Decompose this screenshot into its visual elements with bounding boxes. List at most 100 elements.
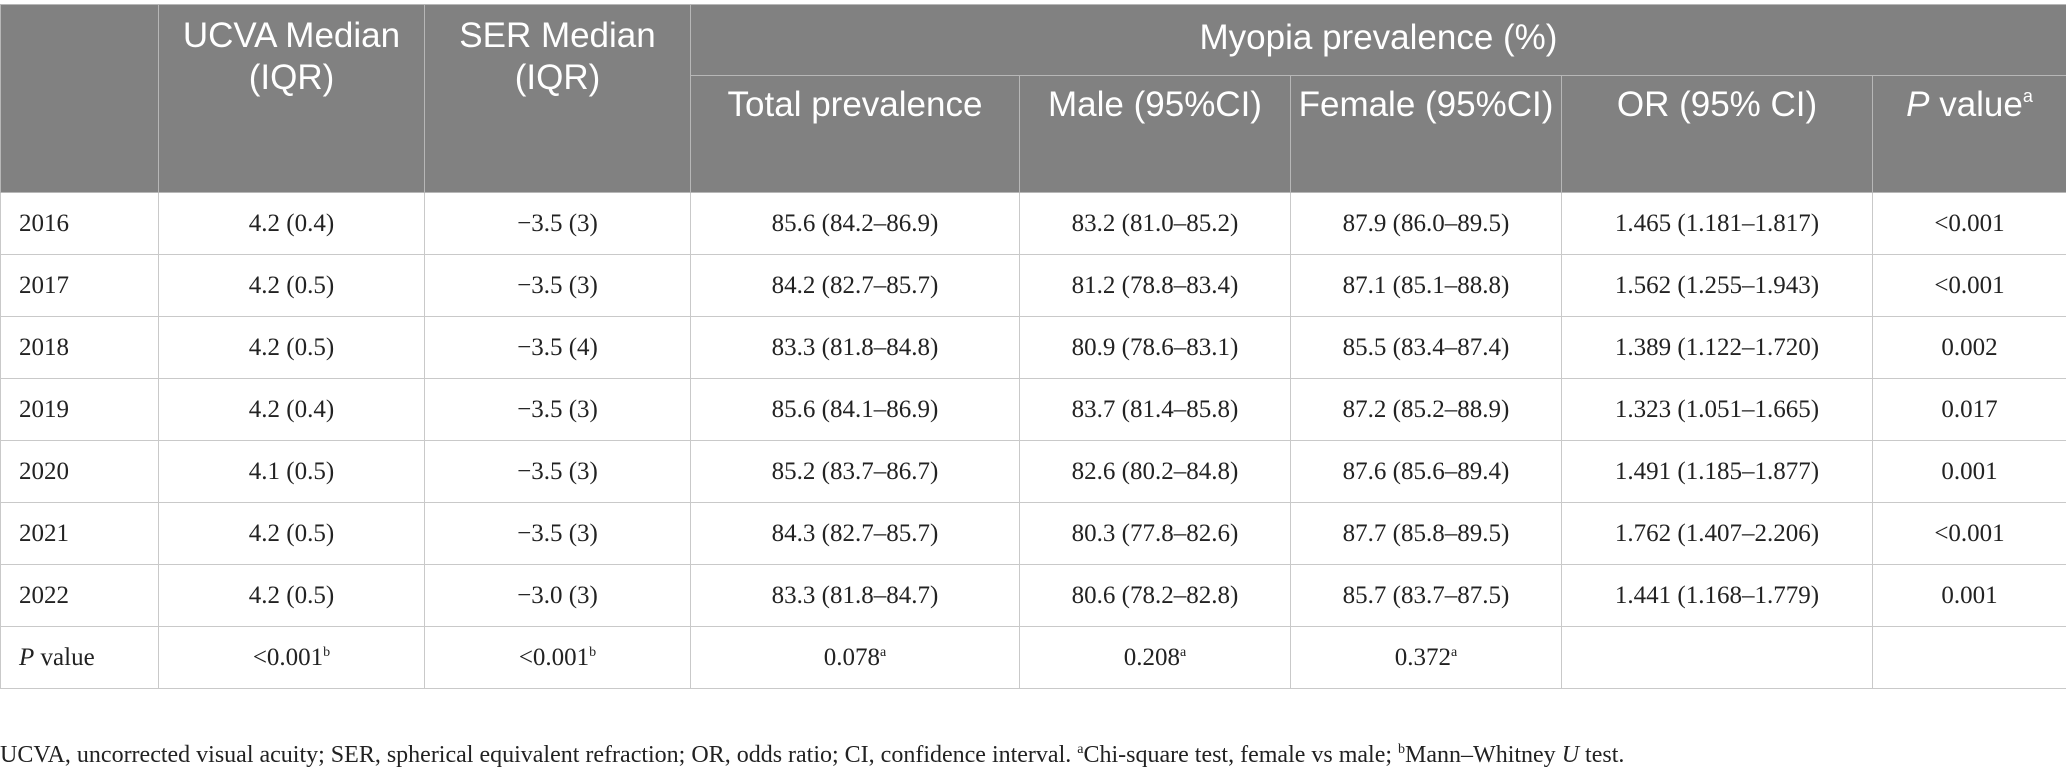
- cell-p: 0.001: [1872, 564, 2066, 627]
- cell-ucva: 4.2 (0.4): [158, 378, 425, 441]
- header-or: OR (95% CI): [1561, 75, 1873, 193]
- cell-ucva: 4.2 (0.5): [158, 564, 425, 627]
- header-p-value: P valuea: [1872, 75, 2066, 193]
- cell-year: 2019: [0, 378, 159, 441]
- cell-or: 1.465 (1.181–1.817): [1561, 192, 1873, 255]
- table-row: 2022 4.2 (0.5) −3.0 (3) 83.3 (81.8–84.7)…: [0, 564, 2066, 627]
- cell-male: 80.6 (78.2–82.8): [1019, 564, 1291, 627]
- cell-total: 84.2 (82.7–85.7): [690, 254, 1020, 317]
- table-row: 2016 4.2 (0.4) −3.5 (3) 85.6 (84.2–86.9)…: [0, 192, 2066, 255]
- p-row-or: [1561, 626, 1873, 689]
- table-footnote: UCVA, uncorrected visual acuity; SER, sp…: [0, 742, 1624, 769]
- table-row: 2018 4.2 (0.5) −3.5 (4) 83.3 (81.8–84.8)…: [0, 316, 2066, 379]
- cell-total: 85.6 (84.2–86.9): [690, 192, 1020, 255]
- footnote-part4: test.: [1579, 742, 1625, 768]
- header-p-italic: P: [1906, 85, 1930, 124]
- header-total-prevalence: Total prevalence: [690, 75, 1020, 193]
- table-row: 2021 4.2 (0.5) −3.5 (3) 84.3 (82.7–85.7)…: [0, 502, 2066, 565]
- cell-total: 84.3 (82.7–85.7): [690, 502, 1020, 565]
- footnote-part2: Chi-square test, female vs male;: [1083, 742, 1399, 768]
- cell-year: 2021: [0, 502, 159, 565]
- p-row-ucva-sup: b: [323, 644, 331, 660]
- p-row-female-value: 0.372: [1394, 643, 1452, 671]
- cell-total: 83.3 (81.8–84.7): [690, 564, 1020, 627]
- table-body: 2016 4.2 (0.4) −3.5 (3) 85.6 (84.2–86.9)…: [0, 192, 2066, 689]
- cell-year: 2017: [0, 254, 159, 317]
- cell-or: 1.562 (1.255–1.943): [1561, 254, 1873, 317]
- cell-ser: −3.5 (3): [424, 378, 691, 441]
- cell-female: 87.6 (85.6–89.4): [1290, 440, 1562, 503]
- cell-female: 85.5 (83.4–87.4): [1290, 316, 1562, 379]
- table-row: 2017 4.2 (0.5) −3.5 (3) 84.2 (82.7–85.7)…: [0, 254, 2066, 317]
- cell-or: 1.491 (1.185–1.877): [1561, 440, 1873, 503]
- cell-p: <0.001: [1872, 192, 2066, 255]
- cell-male: 80.3 (77.8–82.6): [1019, 502, 1291, 565]
- cell-male: 83.7 (81.4–85.8): [1019, 378, 1291, 441]
- p-row-total-sup: a: [880, 644, 887, 660]
- p-value-row: P value <0.001b <0.001b 0.078a 0.208a 0.…: [0, 626, 2066, 689]
- header-ucva: UCVA Median (IQR): [158, 4, 425, 193]
- cell-total: 85.2 (83.7–86.7): [690, 440, 1020, 503]
- header-female: Female (95%CI): [1290, 75, 1562, 193]
- cell-ser: −3.5 (3): [424, 192, 691, 255]
- cell-female: 87.7 (85.8–89.5): [1290, 502, 1562, 565]
- p-row-ser-sup: b: [589, 644, 597, 660]
- cell-year: 2020: [0, 440, 159, 503]
- p-row-total-value: 0.078: [823, 643, 881, 671]
- cell-ser: −3.5 (3): [424, 254, 691, 317]
- table-row: 2020 4.1 (0.5) −3.5 (3) 85.2 (83.7–86.7)…: [0, 440, 2066, 503]
- cell-p: <0.001: [1872, 502, 2066, 565]
- p-row-label: P value: [0, 626, 159, 689]
- cell-female: 87.9 (86.0–89.5): [1290, 192, 1562, 255]
- cell-ucva: 4.2 (0.5): [158, 254, 425, 317]
- cell-or: 1.323 (1.051–1.665): [1561, 378, 1873, 441]
- cell-ser: −3.5 (3): [424, 502, 691, 565]
- cell-female: 87.1 (85.1–88.8): [1290, 254, 1562, 317]
- p-row-ser: <0.001b: [424, 626, 691, 689]
- table-row: 2019 4.2 (0.4) −3.5 (3) 85.6 (84.1–86.9)…: [0, 378, 2066, 441]
- cell-total: 85.6 (84.1–86.9): [690, 378, 1020, 441]
- p-row-label-rest: value: [34, 643, 95, 671]
- header-year: [0, 4, 159, 193]
- cell-year: 2022: [0, 564, 159, 627]
- p-row-male: 0.208a: [1019, 626, 1291, 689]
- header-p-sup: a: [2022, 86, 2033, 106]
- cell-male: 83.2 (81.0–85.2): [1019, 192, 1291, 255]
- footnote-part3: Mann–Whitney: [1405, 742, 1562, 768]
- cell-ser: −3.5 (4): [424, 316, 691, 379]
- footnote-italic-u: U: [1561, 742, 1580, 768]
- cell-ser: −3.5 (3): [424, 440, 691, 503]
- cell-year: 2016: [0, 192, 159, 255]
- cell-ucva: 4.2 (0.5): [158, 316, 425, 379]
- header-male: Male (95%CI): [1019, 75, 1291, 193]
- cell-or: 1.762 (1.407–2.206): [1561, 502, 1873, 565]
- p-row-female-sup: a: [1451, 644, 1458, 660]
- cell-female: 87.2 (85.2–88.9): [1290, 378, 1562, 441]
- cell-or: 1.389 (1.122–1.720): [1561, 316, 1873, 379]
- cell-female: 85.7 (83.7–87.5): [1290, 564, 1562, 627]
- header-ser: SER Median (IQR): [424, 4, 691, 193]
- cell-ucva: 4.2 (0.4): [158, 192, 425, 255]
- p-row-total: 0.078a: [690, 626, 1020, 689]
- p-row-ucva-value: <0.001: [252, 643, 324, 671]
- p-row-label-italic: P: [19, 643, 35, 671]
- cell-male: 80.9 (78.6–83.1): [1019, 316, 1291, 379]
- cell-male: 82.6 (80.2–84.8): [1019, 440, 1291, 503]
- p-row-female: 0.372a: [1290, 626, 1562, 689]
- p-row-male-sup: a: [1180, 644, 1187, 660]
- cell-ser: −3.0 (3): [424, 564, 691, 627]
- cell-or: 1.441 (1.168–1.779): [1561, 564, 1873, 627]
- footnote-sup-b: b: [1398, 742, 1406, 757]
- myopia-table: UCVA Median (IQR) SER Median (IQR) Myopi…: [0, 4, 2066, 689]
- cell-p: 0.001: [1872, 440, 2066, 503]
- cell-p: 0.017: [1872, 378, 2066, 441]
- cell-p: 0.002: [1872, 316, 2066, 379]
- cell-year: 2018: [0, 316, 159, 379]
- header-p-rest: value: [1929, 85, 2023, 124]
- p-row-ser-value: <0.001: [518, 643, 590, 671]
- footnote-part1: UCVA, uncorrected visual acuity; SER, sp…: [0, 742, 1078, 768]
- table-container: UCVA Median (IQR) SER Median (IQR) Myopi…: [0, 4, 2066, 689]
- p-row-male-value: 0.208: [1123, 643, 1181, 671]
- p-row-ucva: <0.001b: [158, 626, 425, 689]
- header-myopia-prevalence: Myopia prevalence (%): [690, 4, 2066, 76]
